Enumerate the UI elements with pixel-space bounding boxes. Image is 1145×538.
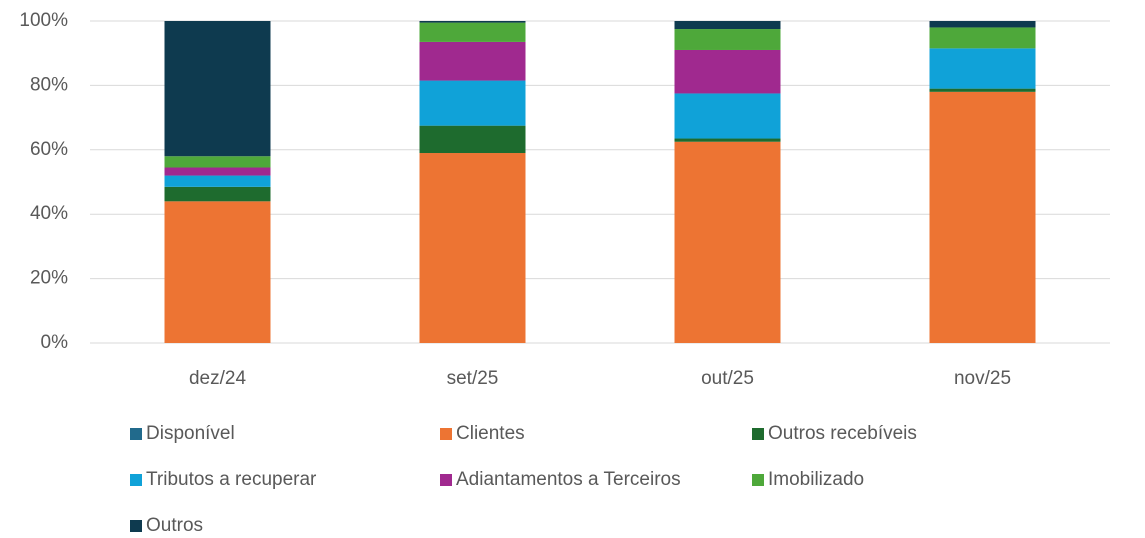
y-tick-label: 0% bbox=[41, 332, 69, 353]
legend-label: Imobilizado bbox=[768, 469, 864, 490]
legend-swatch bbox=[440, 428, 452, 440]
bar-segment bbox=[164, 21, 271, 157]
y-tick-label: 100% bbox=[19, 10, 68, 31]
legend-swatch bbox=[752, 474, 764, 486]
legend-label: Clientes bbox=[456, 423, 525, 444]
legend-swatch bbox=[130, 474, 142, 486]
bar-segment bbox=[164, 201, 271, 343]
bar-segment bbox=[674, 21, 781, 30]
bar-segment bbox=[419, 153, 526, 343]
y-tick-label: 20% bbox=[30, 268, 68, 289]
x-tick-label: dez/24 bbox=[189, 368, 246, 389]
bar-segment bbox=[419, 22, 526, 42]
bar-segment bbox=[164, 175, 271, 187]
legend-label: Tributos a recuperar bbox=[146, 469, 317, 490]
legend-swatch bbox=[440, 474, 452, 486]
bar-segment bbox=[419, 21, 526, 23]
bar-segment bbox=[419, 125, 526, 154]
bar-segment bbox=[164, 186, 271, 202]
y-tick-label: 60% bbox=[30, 139, 68, 160]
bar-segment bbox=[674, 93, 781, 139]
x-tick-label: nov/25 bbox=[954, 368, 1011, 389]
bar-segment bbox=[419, 41, 526, 81]
bar-segment bbox=[674, 29, 781, 50]
bar-segment bbox=[929, 21, 1036, 28]
bar-segment bbox=[929, 88, 1036, 92]
bar-segment bbox=[929, 48, 1036, 89]
y-tick-label: 40% bbox=[30, 203, 68, 224]
bar-segment bbox=[419, 80, 526, 126]
legend-swatch bbox=[130, 428, 142, 440]
x-tick-label: out/25 bbox=[701, 368, 754, 389]
legend-label: Disponível bbox=[146, 423, 235, 444]
y-tick-label: 80% bbox=[30, 74, 68, 95]
bar-segment bbox=[674, 141, 781, 343]
legend-label: Adiantamentos a Terceiros bbox=[456, 469, 681, 490]
bar-segment bbox=[164, 156, 271, 168]
bar-segment bbox=[674, 138, 781, 142]
legend-swatch bbox=[130, 520, 142, 532]
legend-label: Outros recebíveis bbox=[768, 423, 917, 444]
bar-segment bbox=[929, 27, 1036, 49]
bar-segment bbox=[674, 49, 781, 94]
legend-label: Outros bbox=[146, 515, 203, 536]
legend-swatch bbox=[752, 428, 764, 440]
bar-segment bbox=[164, 167, 271, 176]
x-tick-label: set/25 bbox=[447, 368, 499, 389]
bar-segment bbox=[929, 91, 1036, 343]
